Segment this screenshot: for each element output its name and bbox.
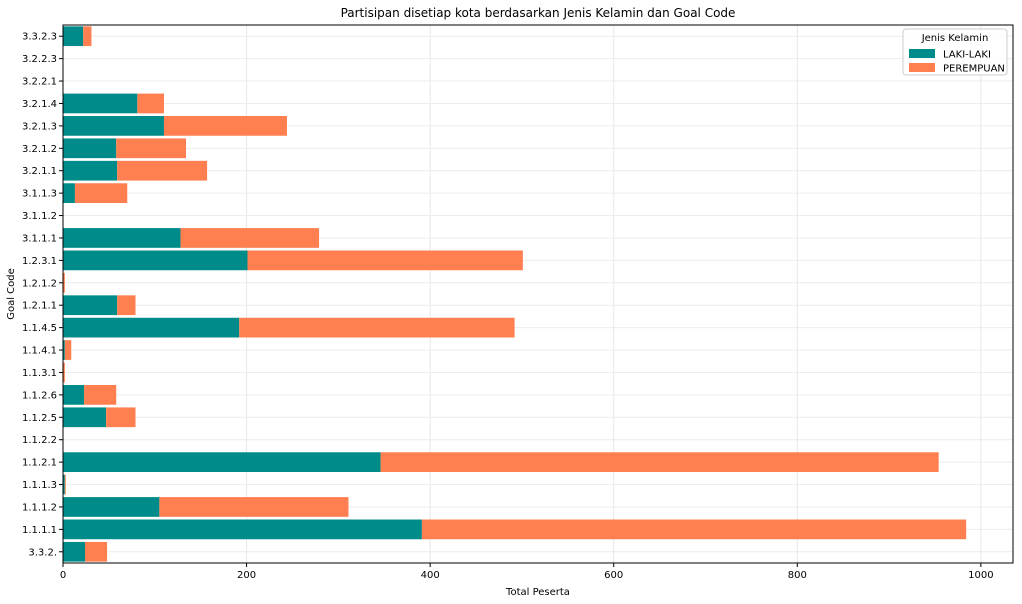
bar-laki-laki <box>63 295 118 316</box>
y-tick-label: 3.1.1.1 <box>22 233 57 244</box>
x-tick-label: 1000 <box>968 570 993 581</box>
y-tick-label: 3.2.2.3 <box>22 54 57 65</box>
bar-laki-laki <box>63 26 84 47</box>
bars <box>63 26 967 562</box>
y-tick-label: 3.3.2.3 <box>22 32 57 43</box>
y-tick-label: 3.2.2.1 <box>22 77 57 88</box>
bar-perempuan <box>64 474 66 495</box>
bar-laki-laki <box>63 250 248 271</box>
legend-title: Jenis Kelamin <box>921 33 989 44</box>
bar-perempuan <box>117 160 208 181</box>
y-tick-label: 3.3.2. <box>28 547 57 558</box>
bar-laki-laki <box>63 452 381 472</box>
y-tick-label: 1.1.2.5 <box>22 413 57 424</box>
x-tick-label: 0 <box>60 570 66 581</box>
bar-laki-laki <box>63 541 86 562</box>
bar-perempuan <box>239 317 515 338</box>
x-tick-labels: 0 200 400 600 800 1000 <box>60 563 994 581</box>
bar-perempuan <box>116 138 186 159</box>
legend-items: LAKI-LAKI PEREMPUAN <box>909 49 1005 75</box>
bar-laki-laki <box>63 385 85 405</box>
y-tick-label: 1.1.2.6 <box>22 390 57 401</box>
y-tick-label: 3.2.1.1 <box>22 166 57 177</box>
bar-perempuan <box>74 183 128 203</box>
bar-perempuan <box>421 519 967 540</box>
legend-swatch <box>909 49 935 58</box>
bar-perempuan <box>247 250 523 271</box>
bar-perempuan <box>63 272 65 293</box>
bar-perempuan <box>180 228 320 248</box>
y-tick-label: 1.1.1.3 <box>22 480 57 491</box>
bar-perempuan <box>64 340 72 360</box>
y-tick-label: 3.2.1.2 <box>22 144 57 155</box>
bar-perempuan <box>63 362 65 383</box>
bar-perempuan <box>85 541 108 562</box>
x-axis-label: Total Peserta <box>505 587 570 598</box>
bar-perempuan <box>380 452 939 472</box>
y-tick-label: 1.1.4.5 <box>22 323 57 334</box>
bar-perempuan <box>106 407 136 428</box>
y-tick-labels: 3.3.2. 1.1.1.1 1.1.1.2 1.1.1.3 1.1.2.1 1.1.2.… <box>22 32 63 558</box>
bar-laki-laki <box>63 317 240 338</box>
bar-laki-laki <box>63 228 181 248</box>
bar-laki-laki <box>63 340 65 360</box>
legend-label: LAKI-LAKI <box>943 50 991 61</box>
bar-perempuan <box>137 93 164 114</box>
legend-label: PEREMPUAN <box>943 64 1005 75</box>
x-tick-label: 400 <box>421 570 440 581</box>
legend-swatch <box>909 63 935 72</box>
y-tick-label: 1.2.3.1 <box>22 256 57 267</box>
grid <box>62 25 1013 563</box>
bar-laki-laki <box>63 519 422 540</box>
y-tick-label: 3.1.1.3 <box>22 189 57 200</box>
y-tick-label: 1.1.1.1 <box>22 525 57 536</box>
bar-laki-laki <box>63 93 138 114</box>
bar-perempuan <box>117 295 136 316</box>
y-tick-label: 3.2.1.3 <box>22 121 57 132</box>
y-tick-label: 1.1.3.1 <box>22 368 57 379</box>
y-tick-label: 3.1.1.2 <box>22 211 57 222</box>
y-tick-label: 1.2.1.1 <box>22 301 57 312</box>
y-axis-label: Goal Code <box>6 268 17 320</box>
bar-laki-laki <box>63 160 118 181</box>
y-tick-label: 1.2.1.2 <box>22 278 57 289</box>
y-tick-label: 1.1.2.2 <box>22 435 57 446</box>
legend: Jenis Kelamin LAKI-LAKI PEREMPUAN <box>902 28 1008 76</box>
y-tick-label: 3.2.1.4 <box>22 99 57 110</box>
chart-title: Partisipan disetiap kota berdasarkan Jen… <box>341 6 736 20</box>
x-tick-label: 600 <box>604 570 623 581</box>
y-tick-label: 1.1.1.2 <box>22 502 57 513</box>
bar-laki-laki <box>63 407 107 428</box>
bar-perempuan <box>84 385 117 405</box>
y-tick-label: 1.1.4.1 <box>22 346 57 357</box>
bar-laki-laki <box>63 138 117 159</box>
bar-laki-laki <box>63 474 65 495</box>
y-tick-label: 1.1.2.1 <box>22 458 57 469</box>
bar-laki-laki <box>63 183 75 203</box>
plot-frame <box>62 24 1014 564</box>
bar-perempuan <box>83 26 92 47</box>
bar-laki-laki <box>63 116 164 136</box>
x-tick-label: 800 <box>788 570 807 581</box>
bar-perempuan <box>163 116 287 136</box>
bar-perempuan <box>159 497 349 517</box>
bar-laki-laki <box>63 497 160 517</box>
x-tick-label: 200 <box>237 570 256 581</box>
